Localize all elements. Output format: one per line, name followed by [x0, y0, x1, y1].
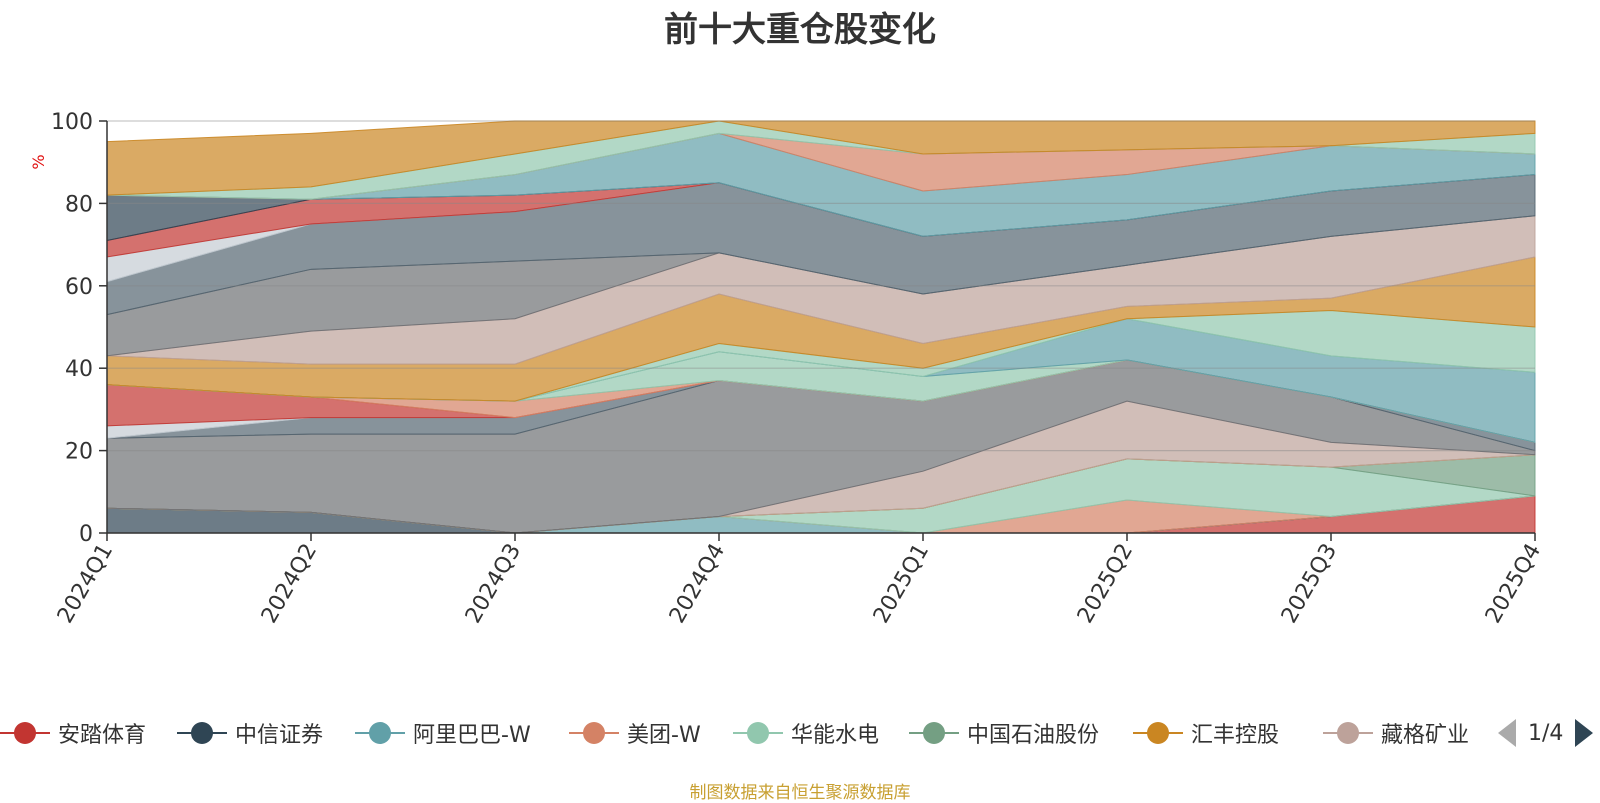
legend-marker-icon: [355, 720, 405, 746]
legend-pager[interactable]: 1/4: [1498, 714, 1594, 752]
legend-marker-icon: [569, 720, 619, 746]
legend-prev-page-icon[interactable]: [1498, 719, 1516, 747]
x-tick-label: 2024Q4: [665, 540, 730, 628]
legend-page-indicator: 1/4: [1528, 720, 1564, 746]
y-tick-label: 80: [65, 192, 93, 217]
legend-label: 阿里巴巴-W: [413, 723, 531, 748]
y-axis-label: %: [29, 154, 48, 169]
x-tick-label: 2025Q1: [869, 540, 934, 628]
legend-label: 中信证券: [235, 723, 324, 748]
x-tick-label: 2025Q3: [1277, 540, 1342, 628]
legend-item[interactable]: 阿里巴巴-W: [355, 714, 531, 752]
y-tick-label: 40: [65, 357, 93, 382]
series-area-26: [106, 120, 1536, 196]
legend-label: 安踏体育: [58, 723, 147, 748]
y-tick-label: 20: [65, 440, 93, 465]
y-tick-label: 0: [79, 522, 93, 547]
y-tick-label: 60: [65, 275, 93, 300]
x-tick-label: 2025Q4: [1481, 540, 1546, 628]
legend-item[interactable]: 华能水电: [733, 714, 879, 752]
legend-label: 藏格矿业: [1381, 723, 1470, 748]
chart-title: 前十大重仓股变化: [664, 10, 936, 50]
x-tick-label: 2024Q1: [53, 540, 118, 628]
legend-marker-icon: [909, 720, 959, 746]
legend-marker-icon: [177, 720, 227, 746]
legend-label: 中国石油股份: [967, 723, 1100, 748]
y-tick-label: 100: [51, 110, 93, 135]
legend-item[interactable]: 美团-W: [569, 714, 701, 752]
legend-marker-icon: [0, 720, 50, 746]
legend-next-page-icon[interactable]: [1575, 719, 1594, 747]
legend: 安踏体育 中信证券 阿里巴巴-W 美团-W 华能水电 中国石油股份 汇丰控股 藏格矿业: [0, 714, 1600, 752]
x-tick-label: 2025Q2: [1073, 540, 1138, 628]
x-tick-label: 2024Q2: [257, 540, 322, 628]
legend-marker-icon: [1133, 720, 1183, 746]
legend-label: 华能水电: [791, 723, 880, 748]
legend-item[interactable]: 安踏体育: [0, 714, 146, 752]
legend-marker-icon: [1323, 720, 1373, 746]
legend-label: 汇丰控股: [1191, 723, 1280, 748]
legend-item[interactable]: 中国石油股份: [909, 714, 1099, 752]
legend-label: 美团-W: [627, 723, 701, 748]
source-note: 制图数据来自恒生聚源数据库: [689, 783, 911, 803]
legend-item[interactable]: 藏格矿业: [1323, 714, 1469, 752]
legend-marker-icon: [733, 720, 783, 746]
x-tick-label: 2024Q3: [461, 540, 526, 628]
legend-item[interactable]: 汇丰控股: [1133, 714, 1279, 752]
legend-item[interactable]: 中信证券: [177, 714, 323, 752]
